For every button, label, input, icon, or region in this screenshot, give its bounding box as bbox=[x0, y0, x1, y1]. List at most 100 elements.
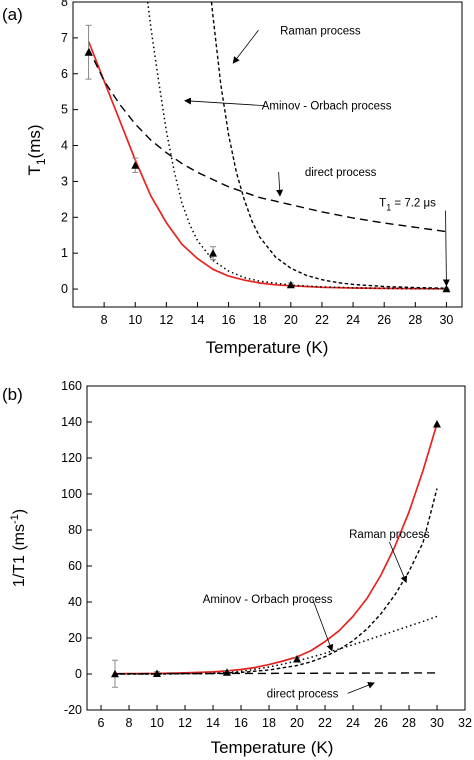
y-tick-label: 1 bbox=[61, 246, 68, 260]
panel-b-annotations: Raman process Aminov - Orbach process dire… bbox=[203, 529, 430, 700]
panel-a-y-axis: 0 1 2 3 4 5 6 7 8 bbox=[61, 0, 78, 296]
data-point-triangle bbox=[286, 280, 295, 289]
data-point-triangle bbox=[209, 249, 218, 257]
y-tick-label: 8 bbox=[61, 0, 68, 9]
y-tick-label: 120 bbox=[61, 451, 82, 465]
panel-b-x-axis: 6 8 10 12 14 16 18 20 22 24 26 28 30 32 bbox=[98, 705, 472, 730]
data-point-triangle bbox=[111, 669, 119, 678]
curve-dotted bbox=[146, 1, 447, 290]
panel-b-y-label-main: 1/T1 (ms bbox=[11, 524, 28, 587]
x-tick-label: 6 bbox=[98, 716, 105, 730]
y-tick-label: 80 bbox=[68, 523, 82, 537]
x-tick-label: 26 bbox=[377, 313, 391, 327]
x-tick-label: 22 bbox=[318, 716, 332, 730]
annotation-arrow bbox=[184, 97, 265, 107]
x-tick-label: 8 bbox=[126, 716, 133, 730]
x-tick-label: 20 bbox=[284, 313, 298, 327]
panel-b-plot-frame bbox=[86, 385, 466, 711]
annotation-rest: = 7.2 μs bbox=[391, 198, 436, 210]
panel-b-data-points bbox=[111, 419, 441, 688]
annotation-label: Raman process bbox=[349, 529, 430, 541]
data-point-triangle bbox=[433, 419, 441, 428]
y-tick-label: 0 bbox=[61, 282, 68, 296]
x-tick-label: 28 bbox=[408, 313, 422, 327]
y-tick-label: 7 bbox=[61, 31, 68, 45]
panel-b-label: (b) bbox=[2, 385, 23, 404]
annotation-label: Aminov - Orbach process bbox=[203, 594, 333, 606]
data-point-triangle bbox=[293, 655, 301, 663]
annotation-arrow bbox=[232, 30, 259, 64]
x-tick-label: 10 bbox=[150, 716, 164, 730]
x-tick-label: 12 bbox=[178, 716, 192, 730]
data-point-triangle bbox=[223, 668, 231, 676]
data-point-triangle bbox=[84, 48, 93, 56]
y-tick-label: 5 bbox=[61, 103, 68, 117]
panel-a-x-axis-label: Temperature (K) bbox=[206, 338, 329, 357]
y-tick-label: 3 bbox=[61, 174, 68, 188]
x-tick-label: 20 bbox=[290, 716, 304, 730]
x-tick-label: 24 bbox=[346, 313, 360, 327]
panel-a-y-label-unit: (ms) bbox=[25, 124, 44, 158]
panel-b: (b) -20 0 20 40 60 80 100 120 140 160 6 8 10 12 14 16 1… bbox=[2, 379, 472, 757]
annotation-label: Raman process bbox=[280, 25, 361, 37]
y-tick-label: 160 bbox=[61, 379, 82, 393]
x-tick-label: 16 bbox=[234, 716, 248, 730]
annotation-arrow bbox=[442, 210, 450, 287]
x-tick-label: 22 bbox=[315, 313, 329, 327]
curve-short-dash bbox=[210, 1, 447, 289]
panel-b-curves bbox=[114, 423, 438, 675]
x-tick-label: 16 bbox=[222, 313, 236, 327]
panel-a-y-axis-label: T1(ms) bbox=[25, 124, 48, 175]
curve-dotted bbox=[115, 615, 438, 675]
curve-long-dash bbox=[114, 672, 438, 675]
panel-a-x-axis: 8 10 12 14 16 18 20 22 24 26 28 30 bbox=[101, 302, 453, 327]
y-tick-label: 6 bbox=[61, 67, 68, 81]
y-tick-label: 40 bbox=[68, 595, 82, 609]
curve-solid-red bbox=[87, 41, 447, 290]
curve-long-dash bbox=[87, 48, 447, 233]
annotation-sub: 1 bbox=[386, 203, 391, 213]
panel-b-y-label-sup: -1 bbox=[9, 514, 21, 524]
y-tick-label: 4 bbox=[61, 139, 68, 153]
panel-a-y-label-main: T bbox=[25, 165, 44, 175]
annotation-arrow bbox=[276, 172, 284, 197]
x-tick-label: 12 bbox=[159, 313, 173, 327]
panel-a-curves bbox=[87, 1, 447, 290]
annotation-main: T bbox=[379, 198, 386, 210]
x-tick-label: 24 bbox=[346, 716, 360, 730]
data-point-triangle bbox=[442, 284, 451, 293]
panel-a-data-points bbox=[84, 24, 451, 293]
y-tick-label: 2 bbox=[61, 210, 68, 224]
panel-a-annotations: Raman process Aminov - Orbach process dire… bbox=[184, 25, 450, 287]
x-tick-label: 14 bbox=[191, 313, 205, 327]
panel-b-y-axis-label: 1/T1 (ms-1) bbox=[9, 509, 28, 587]
annotation-label: Aminov - Orbach process bbox=[262, 101, 392, 113]
x-tick-label: 18 bbox=[253, 313, 267, 327]
panel-a-label: (a) bbox=[2, 5, 23, 24]
y-tick-label: -20 bbox=[64, 703, 82, 717]
panel-a-y-label-sub: 1 bbox=[34, 158, 48, 165]
panel-b-x-axis-label: Temperature (K) bbox=[211, 738, 334, 757]
x-tick-label: 18 bbox=[262, 716, 276, 730]
panel-b-y-label-close: ) bbox=[11, 509, 28, 514]
x-tick-label: 28 bbox=[402, 716, 416, 730]
data-point-triangle bbox=[153, 669, 161, 677]
data-point-triangle bbox=[131, 161, 140, 169]
x-tick-label: 8 bbox=[101, 313, 108, 327]
y-tick-label: 100 bbox=[61, 487, 82, 501]
x-tick-label: 32 bbox=[458, 716, 472, 730]
y-tick-label: 20 bbox=[68, 631, 82, 645]
y-tick-label: 0 bbox=[75, 667, 82, 681]
panel-a-plot-frame bbox=[72, 1, 463, 308]
x-tick-label: 30 bbox=[430, 716, 444, 730]
annotation-label: T1 = 7.2 μs bbox=[379, 198, 436, 213]
x-tick-label: 10 bbox=[128, 313, 142, 327]
annotation-label: direct process bbox=[305, 167, 377, 179]
annotation-arrow bbox=[312, 598, 334, 652]
y-tick-label: 140 bbox=[61, 415, 82, 429]
x-tick-label: 26 bbox=[374, 716, 388, 730]
curve-short-dash bbox=[115, 488, 438, 675]
annotation-arrow bbox=[347, 681, 375, 694]
